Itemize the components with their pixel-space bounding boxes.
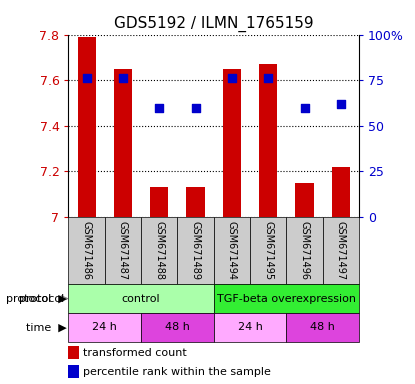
Text: GSM671497: GSM671497	[336, 221, 346, 280]
Bar	[223, 69, 241, 217]
Text: 24 h: 24 h	[93, 322, 117, 333]
Point	[83, 75, 90, 81]
FancyBboxPatch shape	[323, 217, 359, 284]
FancyBboxPatch shape	[214, 217, 250, 284]
Text: protocol  ▶: protocol ▶	[6, 293, 66, 304]
Text: 48 h: 48 h	[165, 322, 190, 333]
Text: GSM671487: GSM671487	[118, 221, 128, 280]
FancyBboxPatch shape	[105, 217, 141, 284]
Bar	[68, 346, 79, 359]
Text: GSM671489: GSM671489	[190, 221, 200, 280]
Bar	[186, 187, 205, 217]
Text: GSM671488: GSM671488	[154, 221, 164, 280]
Point	[156, 104, 163, 111]
Bar	[332, 167, 350, 217]
Text: TGF-beta overexpression: TGF-beta overexpression	[217, 293, 356, 304]
Point	[120, 75, 126, 81]
Point	[337, 101, 344, 107]
FancyBboxPatch shape	[178, 217, 214, 284]
Text: GSM671495: GSM671495	[263, 221, 273, 280]
Text: percentile rank within the sample: percentile rank within the sample	[83, 367, 271, 377]
Text: protocol: protocol	[19, 293, 64, 304]
Text: transformed count: transformed count	[83, 348, 187, 358]
Text: 24 h: 24 h	[238, 322, 262, 333]
FancyBboxPatch shape	[141, 217, 178, 284]
Bar	[295, 183, 314, 217]
Bar	[259, 64, 277, 217]
Point	[301, 104, 308, 111]
Point	[229, 75, 235, 81]
FancyBboxPatch shape	[214, 313, 286, 342]
Bar	[68, 365, 79, 378]
FancyBboxPatch shape	[286, 217, 323, 284]
FancyBboxPatch shape	[141, 313, 214, 342]
Text: GSM671494: GSM671494	[227, 221, 237, 280]
Bar	[114, 69, 132, 217]
FancyBboxPatch shape	[250, 217, 286, 284]
Bar	[150, 187, 168, 217]
Title: GDS5192 / ILMN_1765159: GDS5192 / ILMN_1765159	[114, 16, 314, 32]
Text: 48 h: 48 h	[310, 322, 335, 333]
Text: GSM671486: GSM671486	[82, 221, 92, 280]
FancyBboxPatch shape	[286, 313, 359, 342]
FancyBboxPatch shape	[214, 284, 359, 313]
Text: GSM671496: GSM671496	[300, 221, 310, 280]
Bar	[78, 37, 96, 217]
FancyBboxPatch shape	[68, 217, 105, 284]
Point	[192, 104, 199, 111]
Text: time  ▶: time ▶	[26, 322, 66, 333]
Text: control: control	[122, 293, 161, 304]
FancyBboxPatch shape	[68, 284, 214, 313]
Point	[265, 75, 271, 81]
FancyBboxPatch shape	[68, 313, 141, 342]
